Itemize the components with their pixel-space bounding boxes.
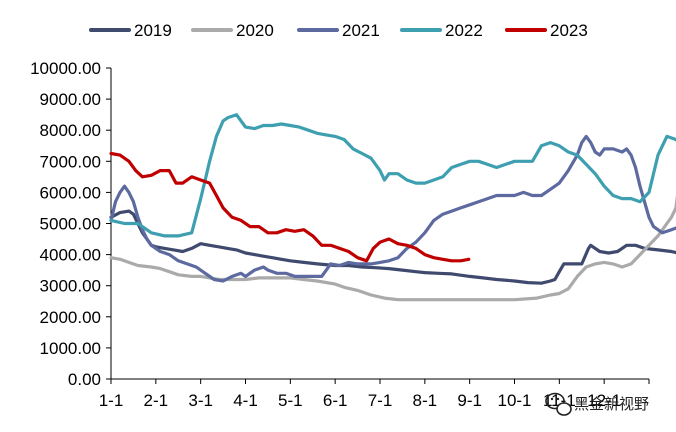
watermark: 黑金新视野 xyxy=(545,392,649,416)
y-tick-label: 3000.00 xyxy=(40,277,101,296)
y-tick-label: 4000.00 xyxy=(40,246,101,265)
series-line-2020 xyxy=(109,194,676,302)
y-tick-label: 0.00 xyxy=(68,370,101,389)
legend-label-2019: 2019 xyxy=(134,21,172,40)
series-line-2019 xyxy=(109,209,676,285)
legend-label-2021: 2021 xyxy=(342,21,380,40)
y-axis: 0.00 1000.00 2000.00 3000.00 4000.00 5000.00 6… xyxy=(30,59,112,389)
watermark-text: 黑金新视野 xyxy=(574,395,649,413)
x-tick-label: 5-1 xyxy=(278,391,303,410)
y-tick-label: 1000.00 xyxy=(40,339,101,358)
chart-legend: 2019 2020 2021 2022 2023 xyxy=(89,21,588,40)
x-tick-label: 9-1 xyxy=(457,391,482,410)
x-axis: 1-1 2-1 3-1 4-1 5-1 6-1 7-1 8-1 9-1 10-1 11-1 12-1 xyxy=(99,378,650,410)
y-tick-label: 8000.00 xyxy=(40,121,101,140)
x-tick-label: 8-1 xyxy=(413,391,438,410)
y-tick-label: 7000.00 xyxy=(40,152,101,171)
y-tick-label: 9000.00 xyxy=(40,90,101,109)
x-tick-label: 3-1 xyxy=(188,391,213,410)
x-tick-label: 6-1 xyxy=(323,391,348,410)
series-line-2023 xyxy=(109,151,471,263)
series-line-2022 xyxy=(109,113,676,238)
y-tick-label: 2000.00 xyxy=(40,308,101,327)
x-tick-label: 4-1 xyxy=(233,391,258,410)
legend-label-2023: 2023 xyxy=(550,21,588,40)
wechat-icon xyxy=(545,392,572,416)
y-tick-label: 6000.00 xyxy=(40,183,101,202)
x-tick-label: 12-1 xyxy=(587,391,621,410)
x-tick-label: 1-1 xyxy=(99,391,124,410)
x-tick-label: 2-1 xyxy=(144,391,169,410)
x-tick-label: 7-1 xyxy=(368,391,393,410)
legend-label-2020: 2020 xyxy=(236,21,274,40)
y-tick-label: 10000.00 xyxy=(30,59,101,78)
legend-label-2022: 2022 xyxy=(445,21,483,40)
series-layer xyxy=(109,113,676,302)
y-tick-label: 5000.00 xyxy=(40,215,101,234)
x-tick-label: 10-1 xyxy=(497,391,531,410)
series-line-2021 xyxy=(109,134,676,283)
